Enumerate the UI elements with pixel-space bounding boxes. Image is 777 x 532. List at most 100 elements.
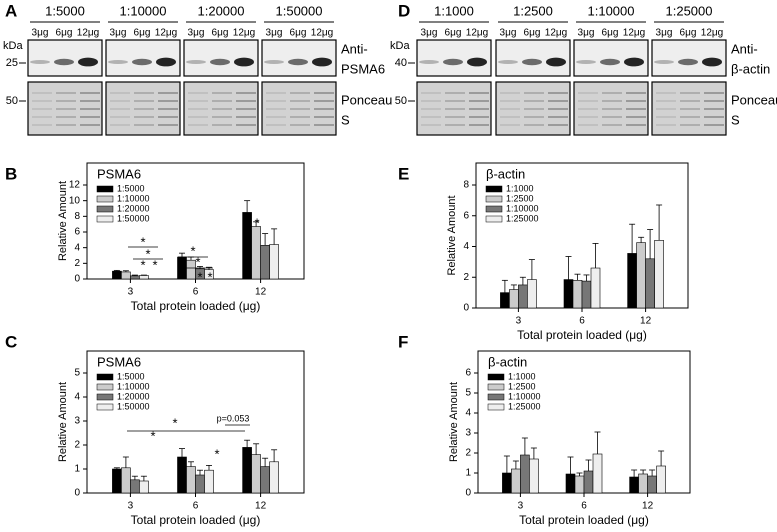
ponceau-band	[80, 116, 100, 118]
ponceau-band	[602, 92, 622, 94]
legend-swatch	[485, 185, 503, 193]
chart-title: β-actin	[488, 354, 527, 369]
lane-label: 6μg	[445, 28, 462, 39]
x-axis-label: Total protein loaded (μg)	[517, 328, 647, 342]
lane-label: 12μg	[466, 28, 488, 39]
legend-label: 1:10000	[117, 381, 150, 391]
y-tick-label: 6	[74, 227, 80, 238]
lane-label: 6μg	[212, 28, 229, 39]
lane-label: 6μg	[290, 28, 307, 39]
blot-label: Ponceau	[341, 92, 392, 107]
ponceau-band	[602, 108, 622, 110]
lane-label: 12μg	[233, 28, 255, 39]
lane-label: 3μg	[32, 28, 49, 39]
band	[702, 57, 722, 67]
x-axis-label: Total protein loaded (μg)	[519, 513, 649, 527]
error-bar	[501, 279, 508, 293]
ponceau-band	[212, 116, 232, 118]
error-bar	[583, 274, 590, 282]
y-tick-label: 5	[74, 368, 80, 379]
bar	[638, 473, 648, 494]
y-tick-label: 1	[465, 468, 471, 479]
ponceau-band	[524, 92, 544, 94]
error-bar	[271, 449, 278, 462]
error-bar	[574, 273, 581, 281]
legend-label: 1:50000	[117, 213, 150, 223]
error-bar	[585, 459, 592, 471]
y-tick-label: 8	[74, 211, 80, 222]
ponceau-band	[656, 92, 676, 94]
lane-label: 3μg	[188, 28, 205, 39]
error-bar	[629, 223, 636, 254]
error-bar	[631, 469, 638, 477]
legend-swatch	[96, 373, 114, 381]
error-bar	[576, 472, 583, 476]
ponceau-band	[80, 92, 100, 94]
ponceau-band	[80, 100, 100, 102]
band	[312, 57, 332, 67]
x-tick-label: 12	[640, 316, 652, 327]
error-bar	[271, 228, 278, 245]
error-bar	[530, 447, 537, 459]
ponceau-band	[236, 92, 256, 94]
band	[624, 57, 644, 67]
ponceau-band	[656, 124, 676, 126]
error-bar	[140, 475, 147, 481]
band	[419, 60, 439, 64]
panel-letter: B	[5, 164, 17, 183]
ponceau-band	[680, 108, 700, 110]
ponceau-band	[236, 124, 256, 126]
x-axis-label: Total protein loaded (μg)	[131, 513, 261, 527]
ponceau-band	[680, 100, 700, 102]
y-tick-label: 2	[463, 272, 469, 283]
ponceau-band	[524, 116, 544, 118]
panel-letter: F	[398, 332, 408, 351]
legend-label: 1:25000	[508, 401, 541, 411]
bar	[656, 465, 666, 494]
bar	[654, 240, 664, 309]
ponceau-band	[445, 108, 465, 110]
y-tick-label: 0	[465, 488, 471, 499]
error-bar	[253, 221, 260, 227]
error-bar	[521, 437, 528, 455]
annotation: *	[197, 269, 202, 284]
bar	[260, 466, 270, 494]
ponceau-band	[32, 92, 52, 94]
bar	[121, 467, 131, 494]
legend-swatch	[96, 195, 114, 203]
ponceau-band	[212, 100, 232, 102]
ponceau-band	[602, 100, 622, 102]
band	[654, 60, 674, 64]
y-tick-label: 4	[465, 408, 471, 419]
ponceau-band	[445, 92, 465, 94]
error-bar	[528, 259, 535, 280]
ponceau-band	[578, 116, 598, 118]
error-bar	[567, 456, 574, 474]
error-bar	[647, 229, 654, 259]
bar	[121, 271, 131, 280]
bar	[502, 472, 512, 494]
y-tick-label: 10	[69, 195, 81, 206]
x-tick-label: 12	[255, 287, 267, 298]
ponceau-band	[602, 124, 622, 126]
ponceau-band	[445, 124, 465, 126]
y-axis-label: Relative Amount	[57, 181, 69, 261]
y-tick-label: 2	[465, 448, 471, 459]
ponceau-band	[704, 124, 724, 126]
lane-label: 12μg	[701, 28, 723, 39]
y-axis-label: Relative Amount	[446, 195, 458, 275]
bar	[139, 275, 149, 280]
lane-label: 3μg	[656, 28, 673, 39]
legend-swatch	[96, 403, 114, 411]
panel-letter: A	[5, 1, 17, 20]
ponceau-band	[56, 108, 76, 110]
ponceau-band	[314, 100, 334, 102]
legend-swatch	[485, 215, 503, 223]
band	[108, 60, 128, 64]
legend-label: 1:5000	[117, 183, 145, 193]
error-bar	[113, 467, 120, 469]
error-bar	[510, 284, 517, 290]
legend-label: 1:10000	[506, 203, 539, 213]
y-tick-label: 2	[74, 258, 80, 269]
